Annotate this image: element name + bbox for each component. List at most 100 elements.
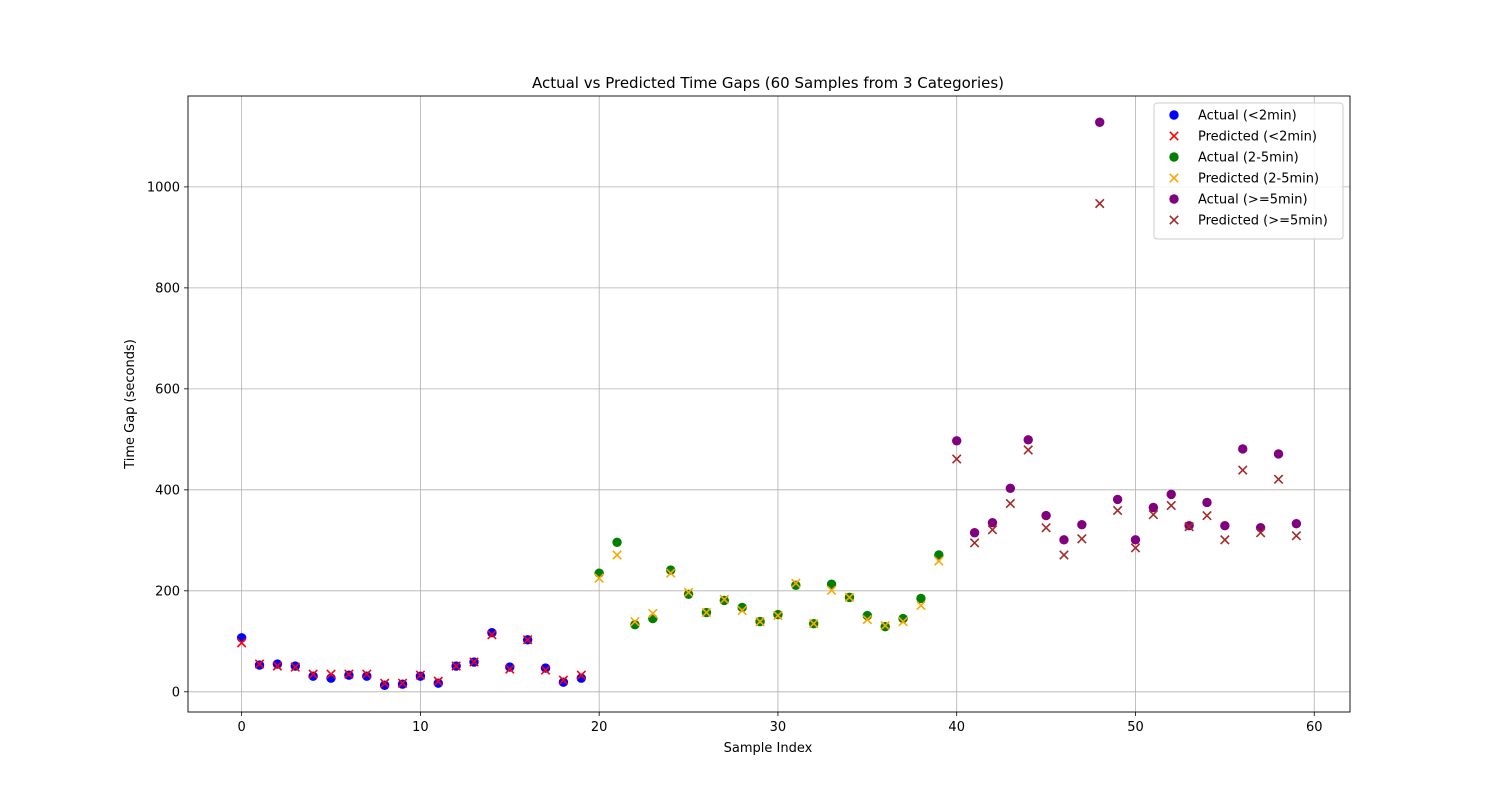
y-tick-label: 600: [155, 382, 180, 397]
data-x-marker: [1237, 465, 1248, 475]
data-x-marker: [290, 662, 301, 672]
x-tick-label: 40: [948, 720, 965, 735]
legend-label: Predicted (<2min): [1198, 130, 1317, 145]
legend-marker: [1169, 194, 1179, 204]
y-tick-label: 1000: [147, 180, 180, 195]
data-x-marker: [808, 618, 819, 629]
data-x-marker: [755, 616, 765, 627]
data-x-marker: [433, 676, 444, 686]
data-x-marker: [934, 556, 944, 566]
y-tick-label: 200: [155, 584, 180, 599]
data-point: [1166, 489, 1176, 500]
series-5: [951, 198, 1302, 560]
data-x-marker: [1023, 445, 1033, 455]
data-x-marker: [1059, 550, 1069, 560]
data-point: [648, 613, 658, 624]
data-x-marker: [1077, 534, 1087, 544]
data-point: [791, 580, 801, 590]
data-point: [969, 528, 980, 538]
data-point: [487, 628, 497, 638]
data-point: [665, 565, 676, 575]
data-x-marker: [665, 568, 676, 578]
data-x-marker: [951, 454, 962, 464]
data-point: [1095, 117, 1105, 127]
data-point: [1238, 444, 1248, 454]
y-tick-label: 800: [155, 281, 180, 296]
data-x-marker: [522, 635, 533, 645]
data-point: [594, 568, 604, 578]
legend-label: Predicted (2-5min): [1198, 172, 1319, 187]
data-x-marker: [1255, 527, 1266, 538]
x-axis-label: Sample Index: [724, 741, 813, 756]
data-point: [1273, 449, 1284, 459]
x-tick-label: 20: [591, 720, 608, 735]
data-point: [433, 678, 443, 688]
legend-marker: [1169, 173, 1179, 183]
data-x-marker: [630, 616, 640, 627]
data-x-marker: [612, 550, 622, 560]
data-x-marker: [415, 670, 426, 680]
data-x-marker: [826, 585, 837, 596]
data-point: [540, 663, 551, 673]
data-point: [1291, 518, 1302, 529]
data-x-marker: [862, 614, 873, 625]
data-point: [1220, 520, 1230, 531]
x-tick-label: 60: [1306, 720, 1323, 735]
data-x-marker: [272, 661, 283, 671]
chart-title: Actual vs Predicted Time Gaps (60 Sample…: [532, 74, 1004, 92]
series-1: [236, 629, 587, 688]
legend-label: Predicted (>=5min): [1198, 214, 1328, 229]
legend-box: [1153, 102, 1344, 240]
data-point: [987, 517, 998, 528]
data-point: [934, 550, 944, 560]
data-x-marker: [880, 620, 890, 631]
data-x-marker: [1291, 531, 1302, 541]
data-point: [379, 680, 390, 690]
legend-marker: [1169, 110, 1179, 120]
data-x-marker: [791, 578, 801, 589]
data-x-marker: [898, 616, 908, 627]
data-x-marker: [1273, 474, 1284, 484]
data-x-marker: [1130, 543, 1141, 553]
data-point: [505, 662, 515, 672]
data-x-marker: [1202, 510, 1212, 521]
data-x-marker: [505, 664, 515, 674]
data-x-marker: [594, 573, 604, 583]
data-point: [683, 589, 694, 600]
data-point: [916, 593, 926, 604]
y-tick-label: 400: [155, 483, 180, 498]
data-x-marker: [344, 669, 354, 679]
data-points: [236, 117, 1302, 690]
data-point: [1202, 497, 1212, 508]
legend-marker: [1169, 215, 1179, 225]
data-x-marker: [1094, 198, 1105, 209]
data-x-marker: [737, 605, 747, 616]
data-x-marker: [451, 661, 461, 671]
data-x-marker: [362, 669, 372, 679]
data-point: [1255, 523, 1266, 533]
data-point: [630, 619, 640, 630]
legend-marker: [1169, 152, 1179, 162]
data-point: [898, 613, 908, 624]
data-x-marker: [719, 594, 730, 605]
data-x-marker: [987, 524, 998, 535]
data-x-marker: [916, 600, 926, 611]
series-3: [594, 550, 944, 631]
data-point: [826, 579, 837, 589]
grid: [188, 96, 1350, 712]
data-x-marker: [1041, 522, 1051, 533]
plot-frame: [187, 95, 1351, 713]
data-point: [576, 673, 586, 683]
data-point: [1148, 502, 1159, 513]
data-point: [952, 436, 962, 446]
data-x-marker: [540, 665, 551, 675]
data-point: [1077, 519, 1087, 530]
legend-marker: [1169, 131, 1179, 141]
data-point: [1112, 494, 1123, 505]
data-x-marker: [487, 629, 497, 640]
legend-label: Actual (>=5min): [1198, 193, 1308, 208]
x-tick-label: 30: [770, 720, 787, 735]
data-point: [1059, 535, 1069, 545]
data-point: [272, 659, 283, 669]
